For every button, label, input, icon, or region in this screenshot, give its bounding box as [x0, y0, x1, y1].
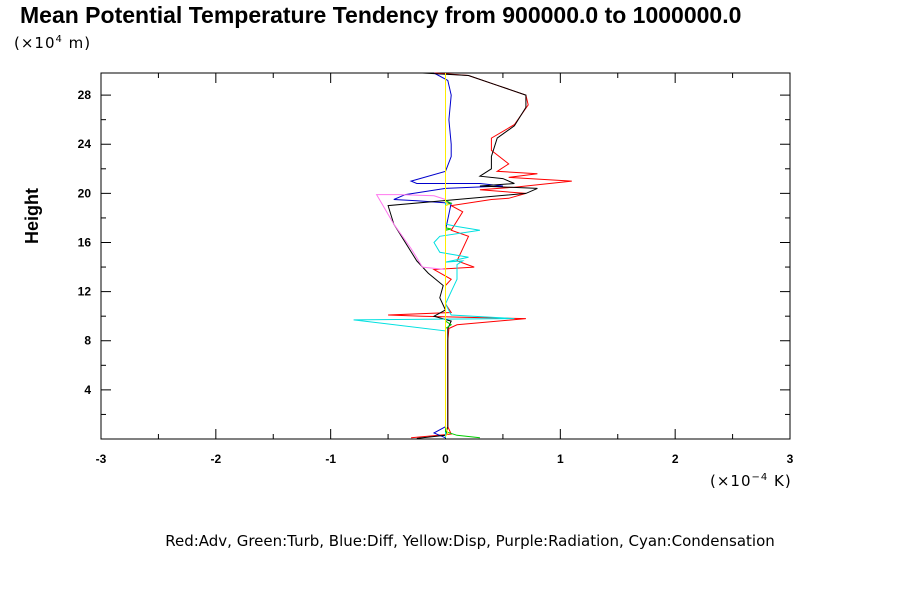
y-tick-label: 4: [84, 383, 91, 397]
series-line-radiation: [375, 194, 446, 433]
y-tick-label: 12: [78, 285, 92, 299]
x-tick-label: 2: [672, 452, 679, 466]
series-line-disp: [445, 73, 450, 437]
x-tick-label: 0: [442, 452, 449, 466]
y-axis-unit: (×104 m): [14, 34, 92, 52]
axis-ticks: [100, 73, 791, 439]
series-line-adv: [388, 72, 572, 439]
x-axis-unit: (×10−4 K): [710, 472, 792, 490]
series-lines: [353, 72, 572, 439]
y-tick-label: 8: [84, 334, 91, 348]
x-tick-label: -1: [325, 452, 336, 466]
series-line-diff: [393, 72, 503, 439]
x-tick-label: 3: [787, 452, 794, 466]
x-tick-label: -3: [96, 452, 107, 466]
y-tick-label: 24: [78, 137, 92, 151]
y-tick-label: 20: [78, 186, 92, 200]
y-tick-label: 28: [78, 88, 92, 102]
series-line-net: [387, 72, 538, 439]
series-line-turb: [445, 73, 480, 439]
legend-caption: Red:Adv, Green:Turb, Blue:Diff, Yellow:D…: [165, 532, 775, 550]
y-tick-label: 16: [78, 235, 92, 249]
chart-title: Mean Potential Temperature Tendency from…: [20, 2, 742, 28]
series-line-condensation: [353, 73, 515, 438]
x-tick-label: 1: [557, 452, 564, 466]
x-tick-label: -2: [210, 452, 221, 466]
